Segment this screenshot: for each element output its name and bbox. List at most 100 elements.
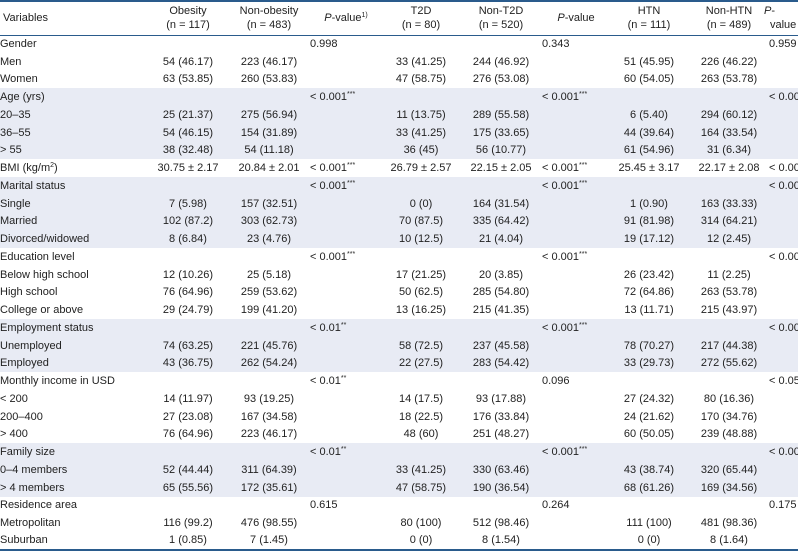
cell-t2d [382, 248, 460, 266]
cell-p-value-1 [310, 408, 382, 426]
cell-htn: 51 (45.95) [623, 55, 675, 68]
cell-p-value-1 [310, 426, 382, 444]
cell-obesity [148, 35, 228, 53]
table-row-variable: Monthly income in USD < 0.01** 0.096 < 0.05… [0, 372, 798, 390]
cell-obesity: 54 (46.15) [148, 123, 228, 142]
header-htn: HTN (n = 111) [610, 1, 688, 36]
cell-t2d: 10 (12.5) [382, 230, 460, 248]
cell-non-htn: 481 (98.36) [700, 517, 758, 530]
table-row-subcategory: Unemployed 74 (63.25) 221 (45.76) 58 (72.5)… [0, 336, 798, 355]
cell-non-t2d: 285 (54.80) [472, 286, 530, 299]
table-row-variable: Employment status < 0.01** < 0.001*** < 0.0… [0, 319, 798, 337]
cell-htn [610, 35, 688, 53]
cell-p-value-2 [542, 71, 610, 89]
cell-t2d: 22 (27.5) [382, 354, 460, 373]
cell-non-obesity: 154 (31.89) [228, 123, 310, 142]
cell-htn [610, 443, 688, 461]
row-label: Unemployed [0, 336, 148, 355]
cell-non-obesity [228, 177, 310, 195]
cell-t2d [382, 372, 460, 390]
row-label: 0–4 members [0, 461, 148, 479]
cell-non-t2d: 93 (17.88) [475, 392, 527, 405]
cell-non-htn: 31 (6.34) [688, 141, 770, 160]
cell-non-htn: 215 (43.97) [700, 304, 758, 317]
cell-non-t2d: 175 (33.65) [460, 123, 542, 142]
cell-p-value-1 [310, 230, 382, 248]
cell-non-obesity: 311 (64.39) [228, 461, 310, 479]
cell-p-value-3: < 0.001*** [769, 443, 798, 461]
cell-t2d [382, 88, 460, 106]
cell-obesity: 38 (32.48) [148, 141, 228, 160]
cell-p-value-3 [770, 336, 798, 355]
cell-t2d [382, 497, 460, 515]
row-label: Single [0, 194, 148, 213]
cell-htn: 6 (5.40) [610, 106, 688, 124]
table-row-subcategory: < 200 14 (11.97) 93 (19.25) 14 (17.5) 93 (17… [0, 390, 798, 408]
cell-non-t2d [460, 372, 542, 390]
row-label: Below high school [0, 268, 89, 281]
table-row-variable: Age (yrs) < 0.001*** < 0.001*** < 0.001*** [0, 88, 798, 106]
cell-p-value-2: < 0.001*** [542, 162, 588, 175]
cell-non-obesity [228, 443, 310, 461]
cell-htn: 1 (0.90) [610, 194, 688, 213]
cell-p-value-1: < 0.01** [310, 443, 382, 461]
cell-htn: 44 (39.64) [610, 123, 688, 142]
cell-t2d: 50 (62.5) [398, 286, 444, 299]
cell-p-value-3 [770, 426, 798, 444]
table-row-subcategory: 200–400 27 (23.08) 167 (34.58) 18 (22.5) 176… [0, 408, 798, 426]
cell-htn: 91 (81.98) [610, 212, 688, 231]
cell-non-t2d: 215 (41.35) [472, 304, 530, 317]
cell-p-value-3 [770, 514, 798, 532]
cell-p-value-1: < 0.001*** [310, 250, 356, 263]
cell-non-t2d [460, 443, 542, 461]
cell-p-value-3 [770, 461, 798, 479]
cell-htn [610, 497, 688, 515]
cell-p-value-3 [770, 53, 798, 71]
cell-htn: 19 (17.12) [610, 230, 688, 248]
cell-non-obesity: 303 (62.73) [228, 212, 310, 231]
cell-p-value-2 [542, 514, 610, 532]
cell-obesity: 30.75 ± 2.17 [157, 162, 219, 175]
cell-non-obesity: 260 (53.83) [240, 73, 298, 86]
cell-p-value-3 [770, 284, 798, 302]
cell-htn: 60 (54.05) [623, 73, 675, 86]
header-obesity: Obesity (n = 117) [148, 1, 228, 36]
table-row-subcategory: Married 102 (87.2) 303 (62.73) 70 (87.5) 335… [0, 212, 798, 231]
row-label: Residence area [0, 499, 78, 512]
cell-obesity: 116 (99.2) [163, 517, 213, 530]
cell-p-value-3 [770, 106, 798, 124]
cell-htn: 61 (54.96) [610, 141, 688, 160]
cell-htn: 78 (70.27) [610, 336, 688, 355]
cell-non-t2d [460, 319, 542, 337]
cell-t2d: 0 (0) [382, 194, 460, 213]
cell-non-htn: 22.17 ± 2.08 [698, 162, 760, 175]
cell-p-value-1 [310, 532, 382, 551]
header-non-htn: Non-HTN (n = 489) [688, 1, 770, 36]
cell-p-value-1 [310, 212, 382, 231]
cell-obesity: 12 (10.26) [162, 268, 214, 281]
table-row-subcategory: Single 7 (5.98) 157 (32.51) 0 (0) 164 (31.54… [0, 194, 798, 213]
cell-p-value-2 [542, 532, 610, 551]
cell-p-value-2 [542, 478, 610, 497]
cell-t2d: 70 (87.5) [382, 212, 460, 231]
cell-non-t2d: 190 (36.54) [460, 478, 542, 497]
cell-htn [610, 248, 688, 266]
cell-p-value-1 [310, 354, 382, 373]
cell-t2d [382, 443, 460, 461]
cell-htn: 27 (24.32) [623, 392, 675, 405]
header-p-value-2: P-value [542, 1, 610, 36]
cell-obesity: 52 (44.44) [148, 461, 228, 479]
cell-non-obesity: 7 (1.45) [228, 532, 310, 551]
cell-non-htn [688, 177, 770, 195]
cell-t2d: 47 (58.75) [395, 73, 447, 86]
cell-non-htn [688, 372, 770, 390]
row-label: Employed [0, 354, 148, 373]
row-label: High school [0, 286, 58, 299]
cell-non-obesity: 199 (41.20) [240, 304, 298, 317]
cell-non-obesity: 275 (56.94) [228, 106, 310, 124]
cell-non-htn [688, 88, 770, 106]
cell-t2d: 0 (0) [382, 532, 460, 551]
cell-p-value-2 [542, 426, 610, 444]
cell-p-value-1: < 0.001*** [310, 88, 382, 106]
cell-t2d [382, 177, 460, 195]
